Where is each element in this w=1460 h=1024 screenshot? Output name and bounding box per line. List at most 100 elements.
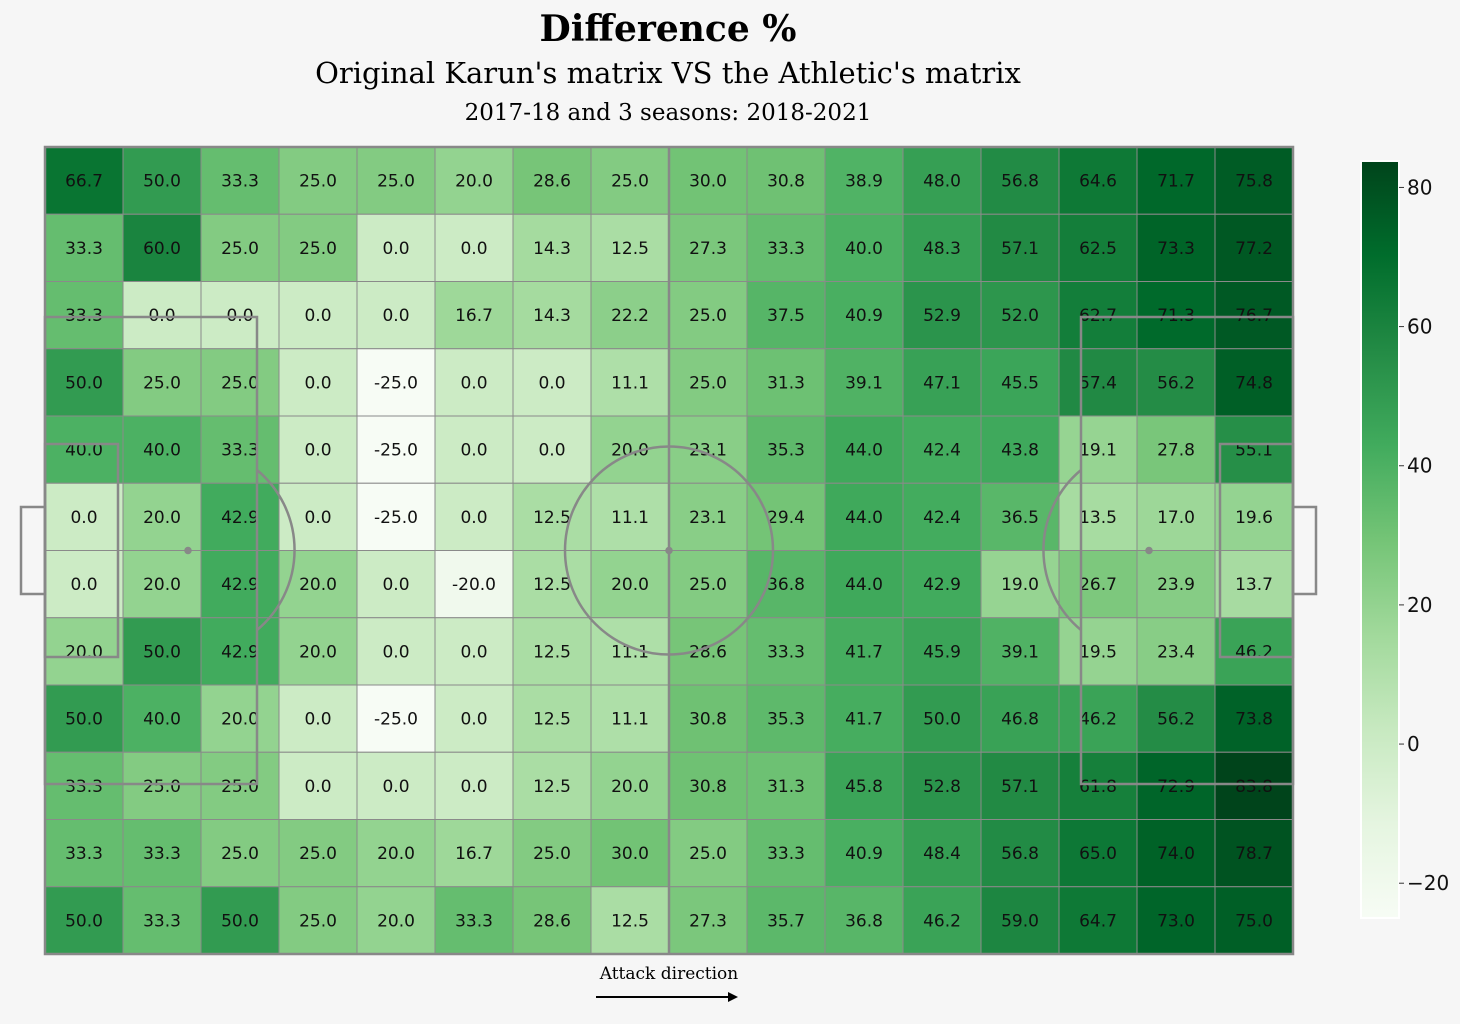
heatmap-cell-label: 38.9 — [845, 172, 883, 192]
heatmap-cell-label: 50.0 — [65, 710, 103, 730]
left-penalty-arc — [256, 469, 296, 631]
heatmap-cell — [512, 617, 592, 686]
heatmap-cell — [1136, 213, 1216, 282]
chart-subtitle: Original Karun's matrix VS the Athletic'… — [315, 56, 1021, 90]
colorbar-tick-label: 0 — [1407, 732, 1420, 756]
heatmap-cell — [590, 213, 670, 282]
heatmap-cell — [512, 684, 592, 753]
heatmap-cell-label: 73.0 — [1157, 911, 1195, 931]
heatmap-cell — [1214, 213, 1294, 282]
heatmap-cell — [1058, 213, 1138, 282]
right-penalty-arc — [1042, 469, 1082, 631]
heatmap-cell-label: 25.0 — [299, 239, 337, 259]
heatmap-cell-label: 77.2 — [1235, 239, 1273, 259]
heatmap-cell-label: 72.9 — [1157, 777, 1195, 797]
heatmap-cell-label: 57.4 — [1079, 373, 1117, 393]
heatmap-cell-label: 0.0 — [382, 575, 409, 595]
heatmap-cell — [1214, 819, 1294, 888]
colorbar-tick-label: 80 — [1407, 175, 1432, 199]
heatmap-cell-label: 42.4 — [923, 441, 961, 461]
heatmap-cell — [122, 819, 202, 888]
heatmap-cell — [980, 146, 1060, 215]
heatmap-cell — [1214, 348, 1294, 417]
heatmap-cell — [512, 213, 592, 282]
heatmap-cell-label: 56.2 — [1157, 373, 1195, 393]
heatmap-cell — [44, 415, 124, 484]
heatmap-cell-label: 12.5 — [533, 642, 571, 662]
heatmap-cell — [824, 415, 904, 484]
heatmap-cell — [668, 213, 748, 282]
heatmap-cell-label: 25.0 — [299, 172, 337, 192]
heatmap-cell — [434, 146, 514, 215]
heatmap-cell-label: 30.0 — [689, 172, 727, 192]
heatmap-cell-label: 19.0 — [1001, 575, 1039, 595]
heatmap-cell — [1058, 751, 1138, 820]
heatmap-cell — [512, 886, 592, 955]
heatmap-cell — [200, 348, 280, 417]
heatmap-cell-label: 57.1 — [1001, 777, 1039, 797]
heatmap-cell — [902, 482, 982, 551]
heatmap-cell — [356, 213, 436, 282]
heatmap-cell — [278, 617, 358, 686]
colorbar-tick-label: −20 — [1407, 871, 1449, 895]
heatmap-cell — [1058, 146, 1138, 215]
heatmap-cell — [512, 550, 592, 619]
heatmap-cell-label: 29.4 — [767, 508, 805, 528]
heatmap-cell-label: 19.6 — [1235, 508, 1273, 528]
heatmap-cell — [278, 415, 358, 484]
heatmap-cell-label: 40.0 — [143, 441, 181, 461]
heatmap-cell-label: 25.0 — [689, 373, 727, 393]
heatmap-cell-label: 57.1 — [1001, 239, 1039, 259]
heatmap-cell-label: 13.7 — [1235, 575, 1273, 595]
heatmap-cell-label: 30.0 — [611, 844, 649, 864]
heatmap-cell-label: 50.0 — [143, 172, 181, 192]
heatmap-cell — [1136, 819, 1216, 888]
heatmap-cell-label: 27.3 — [689, 239, 727, 259]
heatmap-cell-label: 11.1 — [611, 710, 649, 730]
heatmap-cell-label: 74.0 — [1157, 844, 1195, 864]
right-goal — [1291, 505, 1318, 596]
heatmap-cell-label: 0.0 — [304, 306, 331, 326]
heatmap-cell-label: 25.0 — [611, 172, 649, 192]
heatmap-cell-label: 12.5 — [611, 239, 649, 259]
heatmap-cell-label: 31.3 — [767, 777, 805, 797]
heatmap-cell-label: 33.3 — [65, 239, 103, 259]
heatmap-cell-label: 52.8 — [923, 777, 961, 797]
heatmap-cell — [590, 617, 670, 686]
heatmap-cell-label: 0.0 — [382, 239, 409, 259]
heatmap-cell — [1058, 819, 1138, 888]
heatmap-cell-label: 0.0 — [304, 441, 331, 461]
heatmap-cell — [122, 886, 202, 955]
heatmap-cell-label: 20.0 — [65, 642, 103, 662]
centre-circle — [563, 445, 775, 656]
heatmap-cell — [980, 482, 1060, 551]
heatmap-cell-label: 23.1 — [689, 441, 727, 461]
heatmap-cell-label: 33.3 — [767, 642, 805, 662]
heatmap-cell-label: 30.8 — [689, 777, 727, 797]
heatmap-cell — [824, 550, 904, 619]
heatmap-cell-label: 28.6 — [689, 642, 727, 662]
heatmap-cell-label: 56.8 — [1001, 844, 1039, 864]
heatmap-cell-label: 25.0 — [299, 911, 337, 931]
heatmap-cell-label: 45.8 — [845, 777, 883, 797]
heatmap-cell-label: 0.0 — [460, 508, 487, 528]
heatmap-cell-label: 36.8 — [845, 911, 883, 931]
heatmap-cell — [278, 482, 358, 551]
heatmap-cell-label: 50.0 — [65, 911, 103, 931]
heatmap-cell — [1214, 751, 1294, 820]
heatmap-cell — [824, 617, 904, 686]
heatmap-cell-label: 12.5 — [533, 777, 571, 797]
heatmap-cell-label: 56.2 — [1157, 710, 1195, 730]
heatmap-cell — [356, 684, 436, 753]
heatmap-cell — [356, 617, 436, 686]
heatmap-cell-label: 42.9 — [923, 575, 961, 595]
heatmap-cell-label: 40.0 — [845, 239, 883, 259]
heatmap-cells — [44, 146, 1294, 955]
heatmap-cell — [746, 819, 826, 888]
heatmap-cell-label: 73.8 — [1235, 710, 1273, 730]
heatmap-cell-label: 39.1 — [1001, 642, 1039, 662]
heatmap-cell-label: 75.0 — [1235, 911, 1273, 931]
heatmap-cell-label: 0.0 — [304, 710, 331, 730]
heatmap-cell — [200, 482, 280, 551]
heatmap-cell-label: 0.0 — [460, 239, 487, 259]
